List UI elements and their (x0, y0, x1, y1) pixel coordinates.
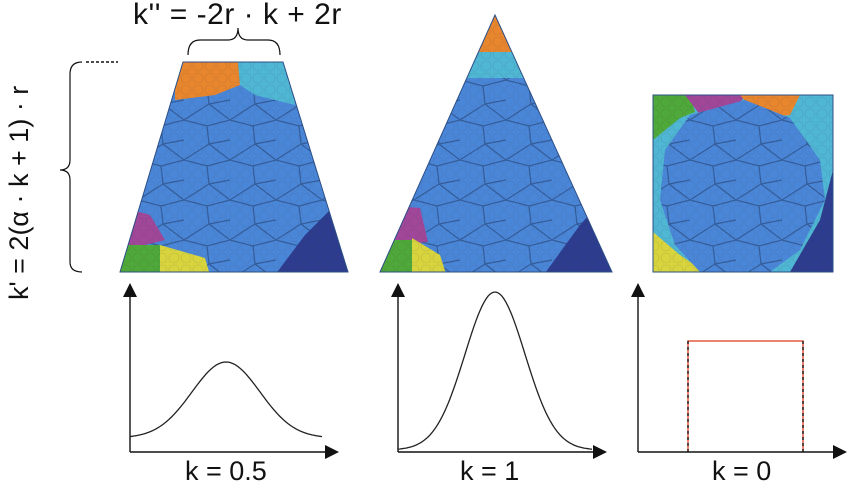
top-width-brace (187, 27, 281, 56)
k-label-plot-2: k = 1 (460, 456, 520, 486)
left-height-formula: k' = 2(α · k + 1) · r (4, 85, 34, 300)
distribution-plot-3 (631, 283, 847, 459)
trapezoid-tessellation (120, 62, 348, 272)
triangle-tessellation (380, 15, 612, 272)
square-outline (652, 94, 834, 273)
plot1-gaussian-curve (129, 361, 323, 438)
triangle-outline (379, 13, 613, 273)
square-tessellation (653, 95, 833, 272)
trapezoid-outline (119, 61, 349, 273)
k-label-plot-3: k = 0 (712, 456, 772, 486)
plot3-uniform-box (687, 340, 804, 452)
left-height-brace (59, 61, 83, 273)
k-label-plot-1: k = 0.5 (185, 456, 267, 486)
top-width-formula: k'' = -2r · k + 2r (133, 0, 342, 31)
distribution-plot-1 (123, 283, 339, 459)
distribution-plot-2 (391, 283, 607, 459)
plot2-gaussian-curve (397, 291, 593, 450)
